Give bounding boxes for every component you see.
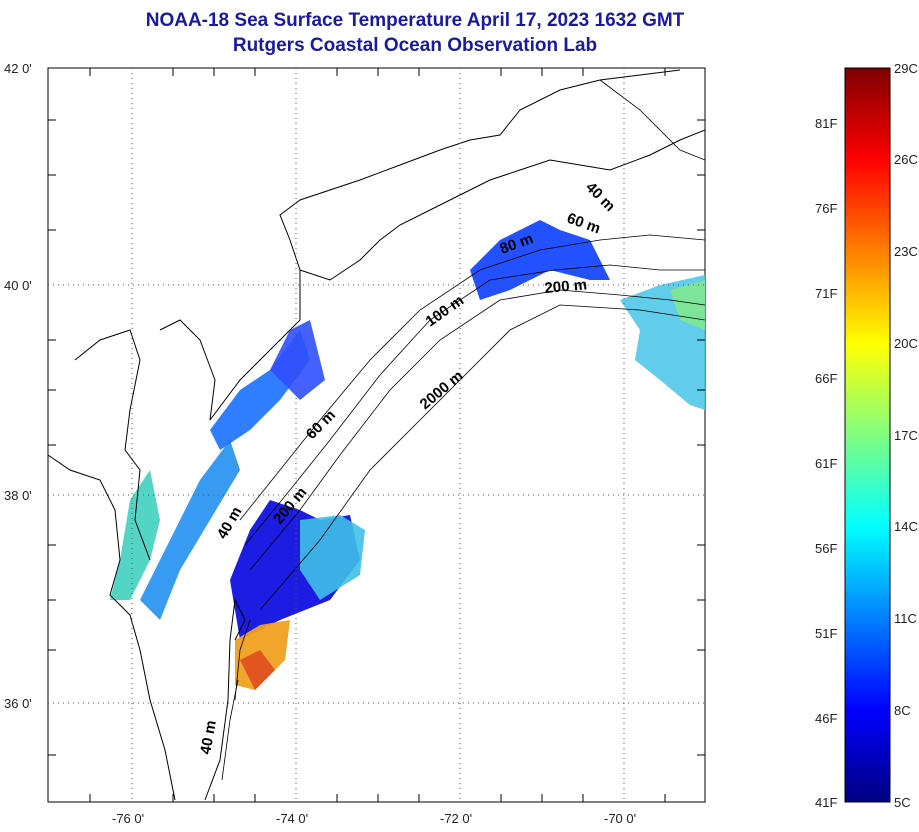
sst-patch-hatteras (240, 650, 275, 690)
colorbar-celsius-label: 5C (894, 795, 911, 810)
lon-label: -72 0' (440, 811, 473, 826)
coastlines (48, 69, 705, 801)
colorbar-fahrenheit-label: 76F (815, 201, 838, 216)
lat-label: 42 0' (4, 61, 32, 76)
colorbar-fahrenheit-label: 41F (815, 795, 838, 810)
lat-label: 36 0' (4, 696, 32, 711)
sst-patch-georges-warm (670, 280, 705, 330)
colorbar-fahrenheit-label: 66F (815, 371, 838, 386)
sst-patch-nj-offshore (270, 320, 325, 400)
sst-patch-offshore-south (300, 515, 365, 600)
colorbar-celsius-label: 29C (894, 61, 918, 76)
colorbar-fahrenheit-label: 81F (815, 116, 838, 131)
lat-label: 40 0' (4, 278, 32, 293)
colorbar-celsius-label: 20C (894, 336, 918, 351)
sst-patch-delmarva (140, 440, 240, 620)
colorbar-celsius-label: 14C (894, 519, 918, 534)
colorbar-celsius-label: 26C (894, 152, 918, 167)
sst-patch-long-island-shelf (470, 220, 610, 300)
map-subtitle: Rutgers Coastal Ocean Observation Lab (232, 35, 598, 56)
sst-patch-chesapeake (110, 470, 160, 600)
colorbar-fahrenheit-label: 46F (815, 711, 838, 726)
depth-label: 40 m (197, 719, 220, 756)
colorbar-celsius-label: 23C (894, 244, 918, 259)
colorbar-celsius-label: 11C (894, 611, 917, 626)
lon-label: -76 0' (112, 811, 145, 826)
colorbar-fahrenheit-label: 71F (815, 286, 838, 301)
sst-patches (110, 220, 705, 690)
colorbar-celsius-label: 8C (894, 703, 911, 718)
lon-label: -74 0' (276, 811, 309, 826)
map-frame (47, 67, 706, 803)
lon-label: -70 0' (604, 811, 637, 826)
map-title: NOAA-18 Sea Surface Temperature April 17… (145, 10, 685, 31)
colorbar-fahrenheit-label: 56F (815, 541, 838, 556)
colorbar (844, 67, 891, 803)
bathymetry-contours (221, 79, 705, 781)
colorbar-fahrenheit-label: 61F (815, 456, 838, 471)
axis-ticks (48, 68, 705, 802)
depth-label: 200 m (544, 276, 588, 297)
colorbar-fahrenheit-label: 51F (815, 626, 838, 641)
lat-label: 38 0' (4, 488, 32, 503)
colorbar-celsius-label: 17C (894, 428, 918, 443)
